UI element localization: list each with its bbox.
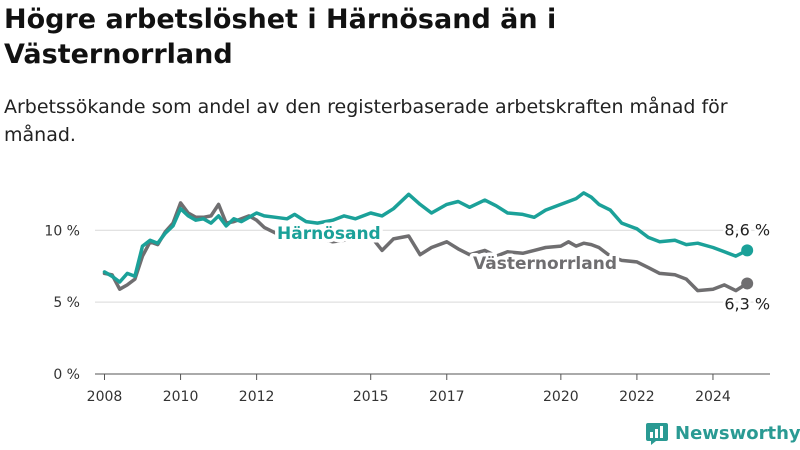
x-tick-label: 2010 [163, 389, 199, 405]
y-tick-label: 10 % [44, 223, 80, 239]
brand-name: Newsworthy [675, 422, 800, 444]
x-tick-label: 2024 [695, 389, 731, 405]
x-tick-label: 2012 [239, 389, 275, 405]
end-label-vasternorrland: 6,3 % [724, 294, 770, 313]
x-tick-label: 2015 [353, 389, 389, 405]
chart-title: Högre arbetslöshet i Härnösand än i Väst… [4, 4, 557, 70]
gridlines [95, 229, 770, 375]
series-end-point [741, 244, 754, 257]
series-end-point [741, 277, 754, 290]
newsworthy-logo[interactable]: Newsworthy [645, 419, 800, 447]
x-tick-label: 2020 [543, 389, 579, 405]
chart-subtitle: Arbetssökande som andel av den registerb… [4, 96, 728, 146]
y-tick-label: 5 % [53, 295, 80, 311]
series-label-harnosand: Härnösand [277, 224, 381, 244]
series-line-vasternorrland [102, 201, 749, 293]
x-tick-label: 2022 [619, 389, 655, 405]
y-axis-ticks: 0 % 5 % 10 % [44, 223, 80, 383]
x-tick-label: 2017 [429, 389, 465, 405]
y-tick-label: 0 % [53, 367, 80, 383]
series-label-vasternorrland: Västernorrland [473, 254, 617, 274]
bar-chart-logo-icon [646, 423, 668, 445]
end-label-harnosand: 8,6 % [724, 220, 770, 239]
x-axis: 2008 2010 2012 2015 2017 2020 2022 2024 [87, 374, 731, 405]
x-tick-label: 2008 [87, 389, 123, 405]
series-lines [102, 191, 754, 293]
series-labels: Härnösand Västernorrland 8,6 % 6,3 % [274, 218, 773, 316]
series-line-harnosand [102, 191, 749, 284]
